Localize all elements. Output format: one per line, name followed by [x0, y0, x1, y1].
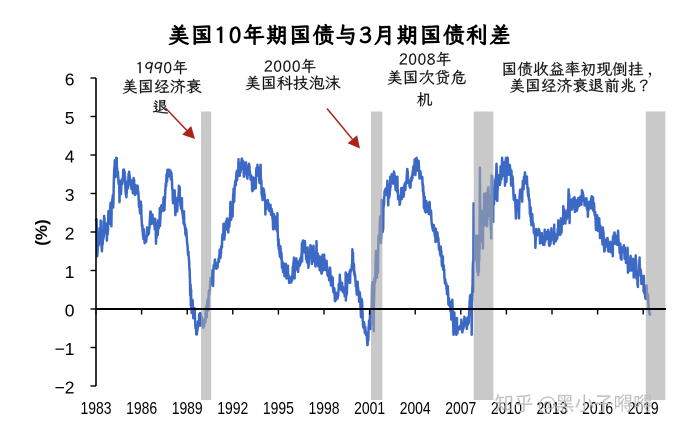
svg-text:1986: 1986: [126, 398, 157, 418]
svg-text:1983: 1983: [81, 398, 112, 418]
svg-text:(%): (%): [32, 219, 51, 245]
svg-text:0: 0: [65, 301, 75, 321]
svg-text:−2: −2: [55, 378, 75, 398]
svg-text:6: 6: [65, 70, 75, 90]
svg-text:2007: 2007: [445, 398, 476, 418]
svg-text:2019: 2019: [628, 398, 659, 418]
svg-text:5: 5: [65, 108, 75, 128]
svg-text:2004: 2004: [400, 398, 431, 418]
svg-text:1992: 1992: [217, 398, 248, 418]
svg-text:−1: −1: [55, 339, 75, 359]
svg-text:2016: 2016: [582, 398, 613, 418]
svg-text:1998: 1998: [309, 398, 340, 418]
svg-text:1995: 1995: [263, 398, 294, 418]
svg-text:1989: 1989: [172, 398, 203, 418]
svg-text:1: 1: [65, 262, 75, 282]
svg-text:2001: 2001: [354, 398, 385, 418]
svg-text:3: 3: [65, 185, 75, 205]
svg-text:4: 4: [65, 147, 75, 167]
svg-text:2: 2: [65, 224, 75, 244]
